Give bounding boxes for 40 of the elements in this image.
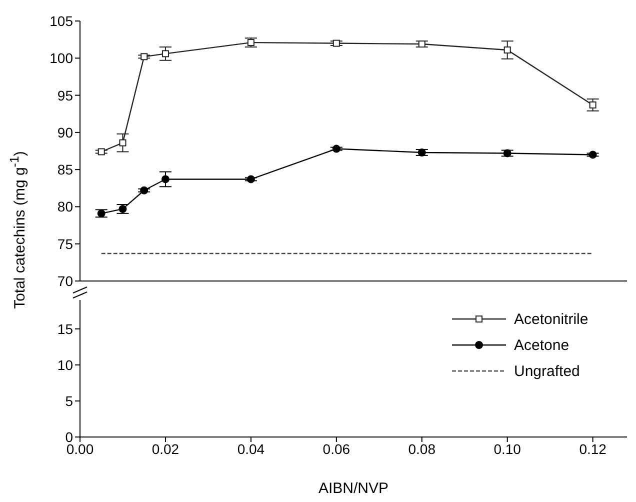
- x-tick-label: 0.06: [322, 440, 350, 457]
- x-tick-label: 0.04: [237, 440, 265, 457]
- point: [118, 204, 127, 213]
- x-tick-label: 0.12: [579, 440, 607, 457]
- legend-label: Ungrafted: [514, 363, 580, 380]
- y-tick-label: 5: [65, 392, 74, 409]
- point: [162, 50, 169, 58]
- point: [503, 149, 512, 158]
- y-tick-label: 75: [57, 236, 74, 252]
- point: [504, 46, 511, 54]
- point: [418, 40, 426, 48]
- point: [332, 144, 340, 153]
- y-tick-label: 90: [57, 124, 74, 140]
- legend-label: Acetone: [514, 337, 570, 354]
- point: [97, 209, 106, 218]
- point: [140, 186, 148, 194]
- x-tick-label: 0.10: [494, 440, 522, 457]
- point: [246, 175, 255, 184]
- y-tick-label: 15: [57, 320, 74, 337]
- point: [332, 40, 340, 47]
- y-tick-label: 100: [50, 50, 74, 66]
- y-tick-label: 10: [57, 356, 74, 373]
- x-tick-label: 0.02: [152, 440, 180, 457]
- point: [119, 139, 126, 146]
- y-tick-label: 105: [50, 12, 74, 29]
- x-tick-label: 0.08: [408, 440, 436, 457]
- point: [247, 39, 254, 46]
- point: [98, 148, 105, 156]
- y-tick-label: 70: [57, 272, 74, 289]
- y-tick-label: 85: [57, 162, 74, 178]
- y-tick-label: 95: [57, 87, 74, 104]
- point: [588, 150, 597, 159]
- y-tick-label: 80: [57, 198, 74, 215]
- point: [140, 53, 148, 60]
- x-axis-title: AIBN/NVP: [318, 480, 389, 497]
- point: [418, 148, 426, 156]
- y-tick-label: 0: [65, 428, 74, 445]
- point: [589, 101, 596, 108]
- legend-label: Acetonitrile: [514, 311, 588, 328]
- point: [161, 175, 170, 184]
